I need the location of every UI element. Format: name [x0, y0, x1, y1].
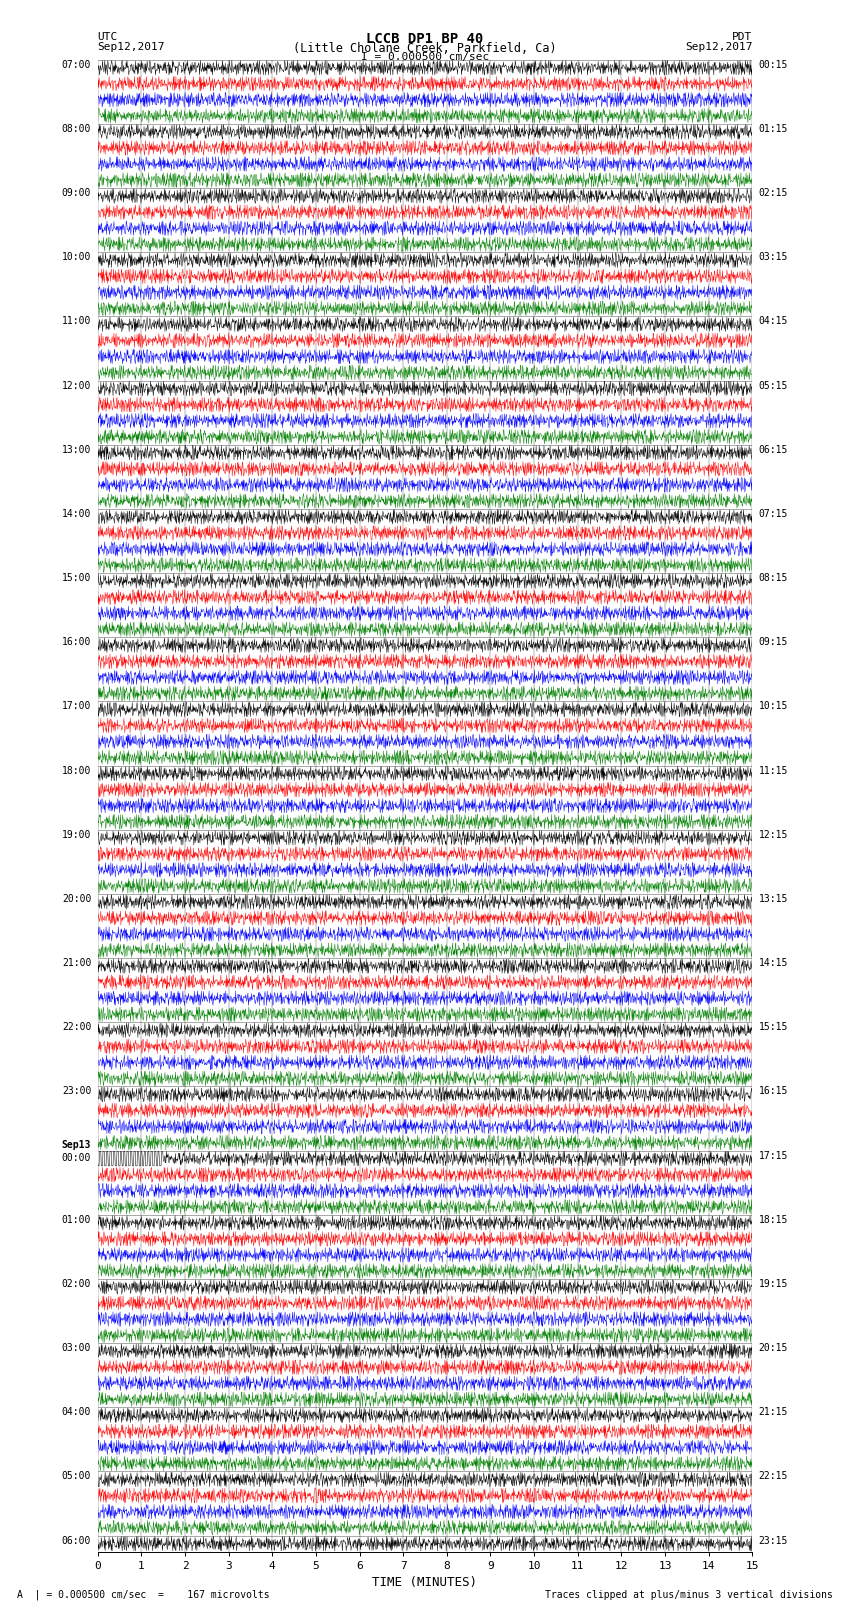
Text: 06:15: 06:15 [759, 445, 788, 455]
Text: A  | = 0.000500 cm/sec  =    167 microvolts: A | = 0.000500 cm/sec = 167 microvolts [17, 1589, 269, 1600]
Text: 05:15: 05:15 [759, 381, 788, 390]
Text: 13:00: 13:00 [62, 445, 91, 455]
Text: 17:15: 17:15 [759, 1150, 788, 1161]
Text: 04:15: 04:15 [759, 316, 788, 326]
X-axis label: TIME (MINUTES): TIME (MINUTES) [372, 1576, 478, 1589]
Text: 16:15: 16:15 [759, 1087, 788, 1097]
Text: LCCB DP1 BP 40: LCCB DP1 BP 40 [366, 32, 484, 47]
Text: 14:15: 14:15 [759, 958, 788, 968]
Text: UTC: UTC [98, 32, 118, 42]
Text: 20:15: 20:15 [759, 1344, 788, 1353]
Text: 03:00: 03:00 [62, 1344, 91, 1353]
Text: 12:00: 12:00 [62, 381, 91, 390]
Text: Sep12,2017: Sep12,2017 [98, 42, 165, 52]
Text: 21:00: 21:00 [62, 958, 91, 968]
Text: 22:15: 22:15 [759, 1471, 788, 1481]
Text: 09:15: 09:15 [759, 637, 788, 647]
Text: 01:15: 01:15 [759, 124, 788, 134]
Text: 18:15: 18:15 [759, 1215, 788, 1224]
Text: 14:00: 14:00 [62, 508, 91, 519]
Text: 21:15: 21:15 [759, 1407, 788, 1418]
Text: 23:00: 23:00 [62, 1087, 91, 1097]
Text: 15:00: 15:00 [62, 573, 91, 582]
Text: 02:00: 02:00 [62, 1279, 91, 1289]
Text: 11:15: 11:15 [759, 766, 788, 776]
Text: 06:00: 06:00 [62, 1536, 91, 1545]
Text: 20:00: 20:00 [62, 894, 91, 903]
Text: 05:00: 05:00 [62, 1471, 91, 1481]
Text: 15:15: 15:15 [759, 1023, 788, 1032]
Text: 04:00: 04:00 [62, 1407, 91, 1418]
Text: I = 0.000500 cm/sec: I = 0.000500 cm/sec [361, 52, 489, 61]
Text: 19:00: 19:00 [62, 829, 91, 840]
Text: 10:00: 10:00 [62, 252, 91, 263]
Text: 09:00: 09:00 [62, 189, 91, 198]
Text: 07:00: 07:00 [62, 60, 91, 69]
Text: 02:15: 02:15 [759, 189, 788, 198]
Text: 16:00: 16:00 [62, 637, 91, 647]
Text: 10:15: 10:15 [759, 702, 788, 711]
Text: Sep13: Sep13 [62, 1140, 91, 1150]
Text: 12:15: 12:15 [759, 829, 788, 840]
Text: 08:15: 08:15 [759, 573, 788, 582]
Text: 13:15: 13:15 [759, 894, 788, 903]
Text: 22:00: 22:00 [62, 1023, 91, 1032]
Text: 19:15: 19:15 [759, 1279, 788, 1289]
Text: PDT: PDT [732, 32, 752, 42]
Text: 17:00: 17:00 [62, 702, 91, 711]
Text: 11:00: 11:00 [62, 316, 91, 326]
Text: 00:15: 00:15 [759, 60, 788, 69]
Text: 18:00: 18:00 [62, 766, 91, 776]
Text: 01:00: 01:00 [62, 1215, 91, 1224]
Text: 07:15: 07:15 [759, 508, 788, 519]
Text: Traces clipped at plus/minus 3 vertical divisions: Traces clipped at plus/minus 3 vertical … [545, 1590, 833, 1600]
Text: 08:00: 08:00 [62, 124, 91, 134]
Text: 00:00: 00:00 [62, 1153, 91, 1163]
Text: 23:15: 23:15 [759, 1536, 788, 1545]
Text: Sep12,2017: Sep12,2017 [685, 42, 752, 52]
Text: 03:15: 03:15 [759, 252, 788, 263]
Text: (Little Cholane Creek, Parkfield, Ca): (Little Cholane Creek, Parkfield, Ca) [293, 42, 557, 55]
